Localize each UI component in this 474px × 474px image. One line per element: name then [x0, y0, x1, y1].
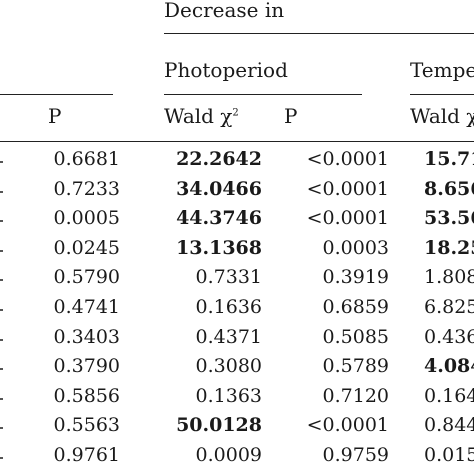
cell-wald: 44.3746 [176, 207, 262, 230]
row-edge-mark [0, 249, 3, 252]
cell-p2: 0.3919 [322, 266, 389, 289]
cell-p1: 0.5790 [53, 266, 120, 289]
cell-wald: 50.0128 [176, 414, 262, 437]
cell-wald: 13.1368 [176, 236, 262, 259]
header-bottom-rule [0, 141, 474, 142]
row-edge-mark [0, 220, 3, 223]
row-edge-mark [0, 368, 3, 371]
left-rule [0, 94, 113, 95]
cell-wald: 22.2642 [176, 148, 262, 170]
photoperiod-rule [164, 94, 362, 95]
row-edge-mark [0, 457, 3, 459]
col-header-wald1-sup: 2 [232, 107, 239, 119]
cell-wald: 0.0009 [195, 444, 262, 466]
cell-p2: <0.0001 [306, 177, 389, 200]
group-rule [164, 33, 474, 34]
cell-p1: 0.3403 [53, 325, 120, 348]
cell-p1: 0.5856 [53, 384, 120, 407]
cell-p1: 0.5563 [53, 414, 120, 437]
row-edge-mark [0, 309, 3, 311]
cell-wald: 0.3080 [195, 355, 262, 378]
col-header-wald2: Wald χ [410, 104, 474, 128]
cell-wald2: 6.825 [424, 296, 474, 318]
col-header-p2: P [284, 104, 298, 128]
col-header-p1: P [48, 104, 62, 128]
cell-wald2: 0.164 [424, 384, 474, 407]
cell-wald2: 0.436 [424, 325, 474, 348]
row-edge-mark [0, 427, 3, 430]
cell-wald: 0.1363 [195, 384, 262, 407]
row-edge-mark [0, 190, 3, 193]
cell-p1: 0.9761 [53, 444, 120, 466]
cell-p2: 0.9759 [322, 444, 389, 466]
temperature-rule [410, 94, 474, 95]
cell-p1: 0.0245 [53, 236, 120, 259]
col-header-wald1: Wald χ2 [164, 104, 239, 128]
row-edge-mark [0, 279, 3, 282]
cell-wald: 0.4371 [195, 325, 262, 348]
cell-wald2: 1.808 [424, 266, 474, 289]
col-header-wald1-text: Wald χ [164, 104, 233, 128]
cell-wald2: 0.015 [424, 444, 474, 466]
cell-wald: 0.1636 [195, 296, 262, 318]
cell-p2: 0.6859 [322, 296, 389, 318]
cell-p2: 0.7120 [322, 384, 389, 407]
cell-wald: 0.7331 [195, 266, 262, 289]
group-header: Decrease in [164, 0, 285, 22]
cell-wald2: 18.252 [424, 236, 474, 259]
cell-p2: 0.5789 [322, 355, 389, 378]
row-edge-mark [0, 161, 3, 163]
cell-p1: 0.4741 [53, 296, 120, 318]
cell-p2: <0.0001 [306, 414, 389, 437]
cell-p2: 0.5085 [322, 325, 389, 348]
cell-wald2: 53.567 [424, 207, 474, 230]
cell-p2: <0.0001 [306, 207, 389, 230]
cell-p1: 0.3790 [53, 355, 120, 378]
subheader-temperature: Tempe [410, 58, 474, 82]
row-edge-mark [0, 338, 3, 341]
cell-p2: <0.0001 [306, 148, 389, 170]
cell-wald2: 0.844 [424, 414, 474, 437]
cell-p1: 0.0005 [53, 207, 120, 230]
cell-wald2: 15.714 [424, 148, 474, 170]
subheader-photoperiod: Photoperiod [164, 58, 288, 82]
cell-wald2: 4.084 [424, 355, 474, 378]
cell-wald: 34.0466 [176, 177, 262, 200]
cell-wald2: 8.656 [424, 177, 474, 200]
cell-p1: 0.7233 [53, 177, 120, 200]
row-edge-mark [0, 397, 3, 400]
cell-p2: 0.0003 [322, 236, 389, 259]
cell-p1: 0.6681 [53, 148, 120, 170]
